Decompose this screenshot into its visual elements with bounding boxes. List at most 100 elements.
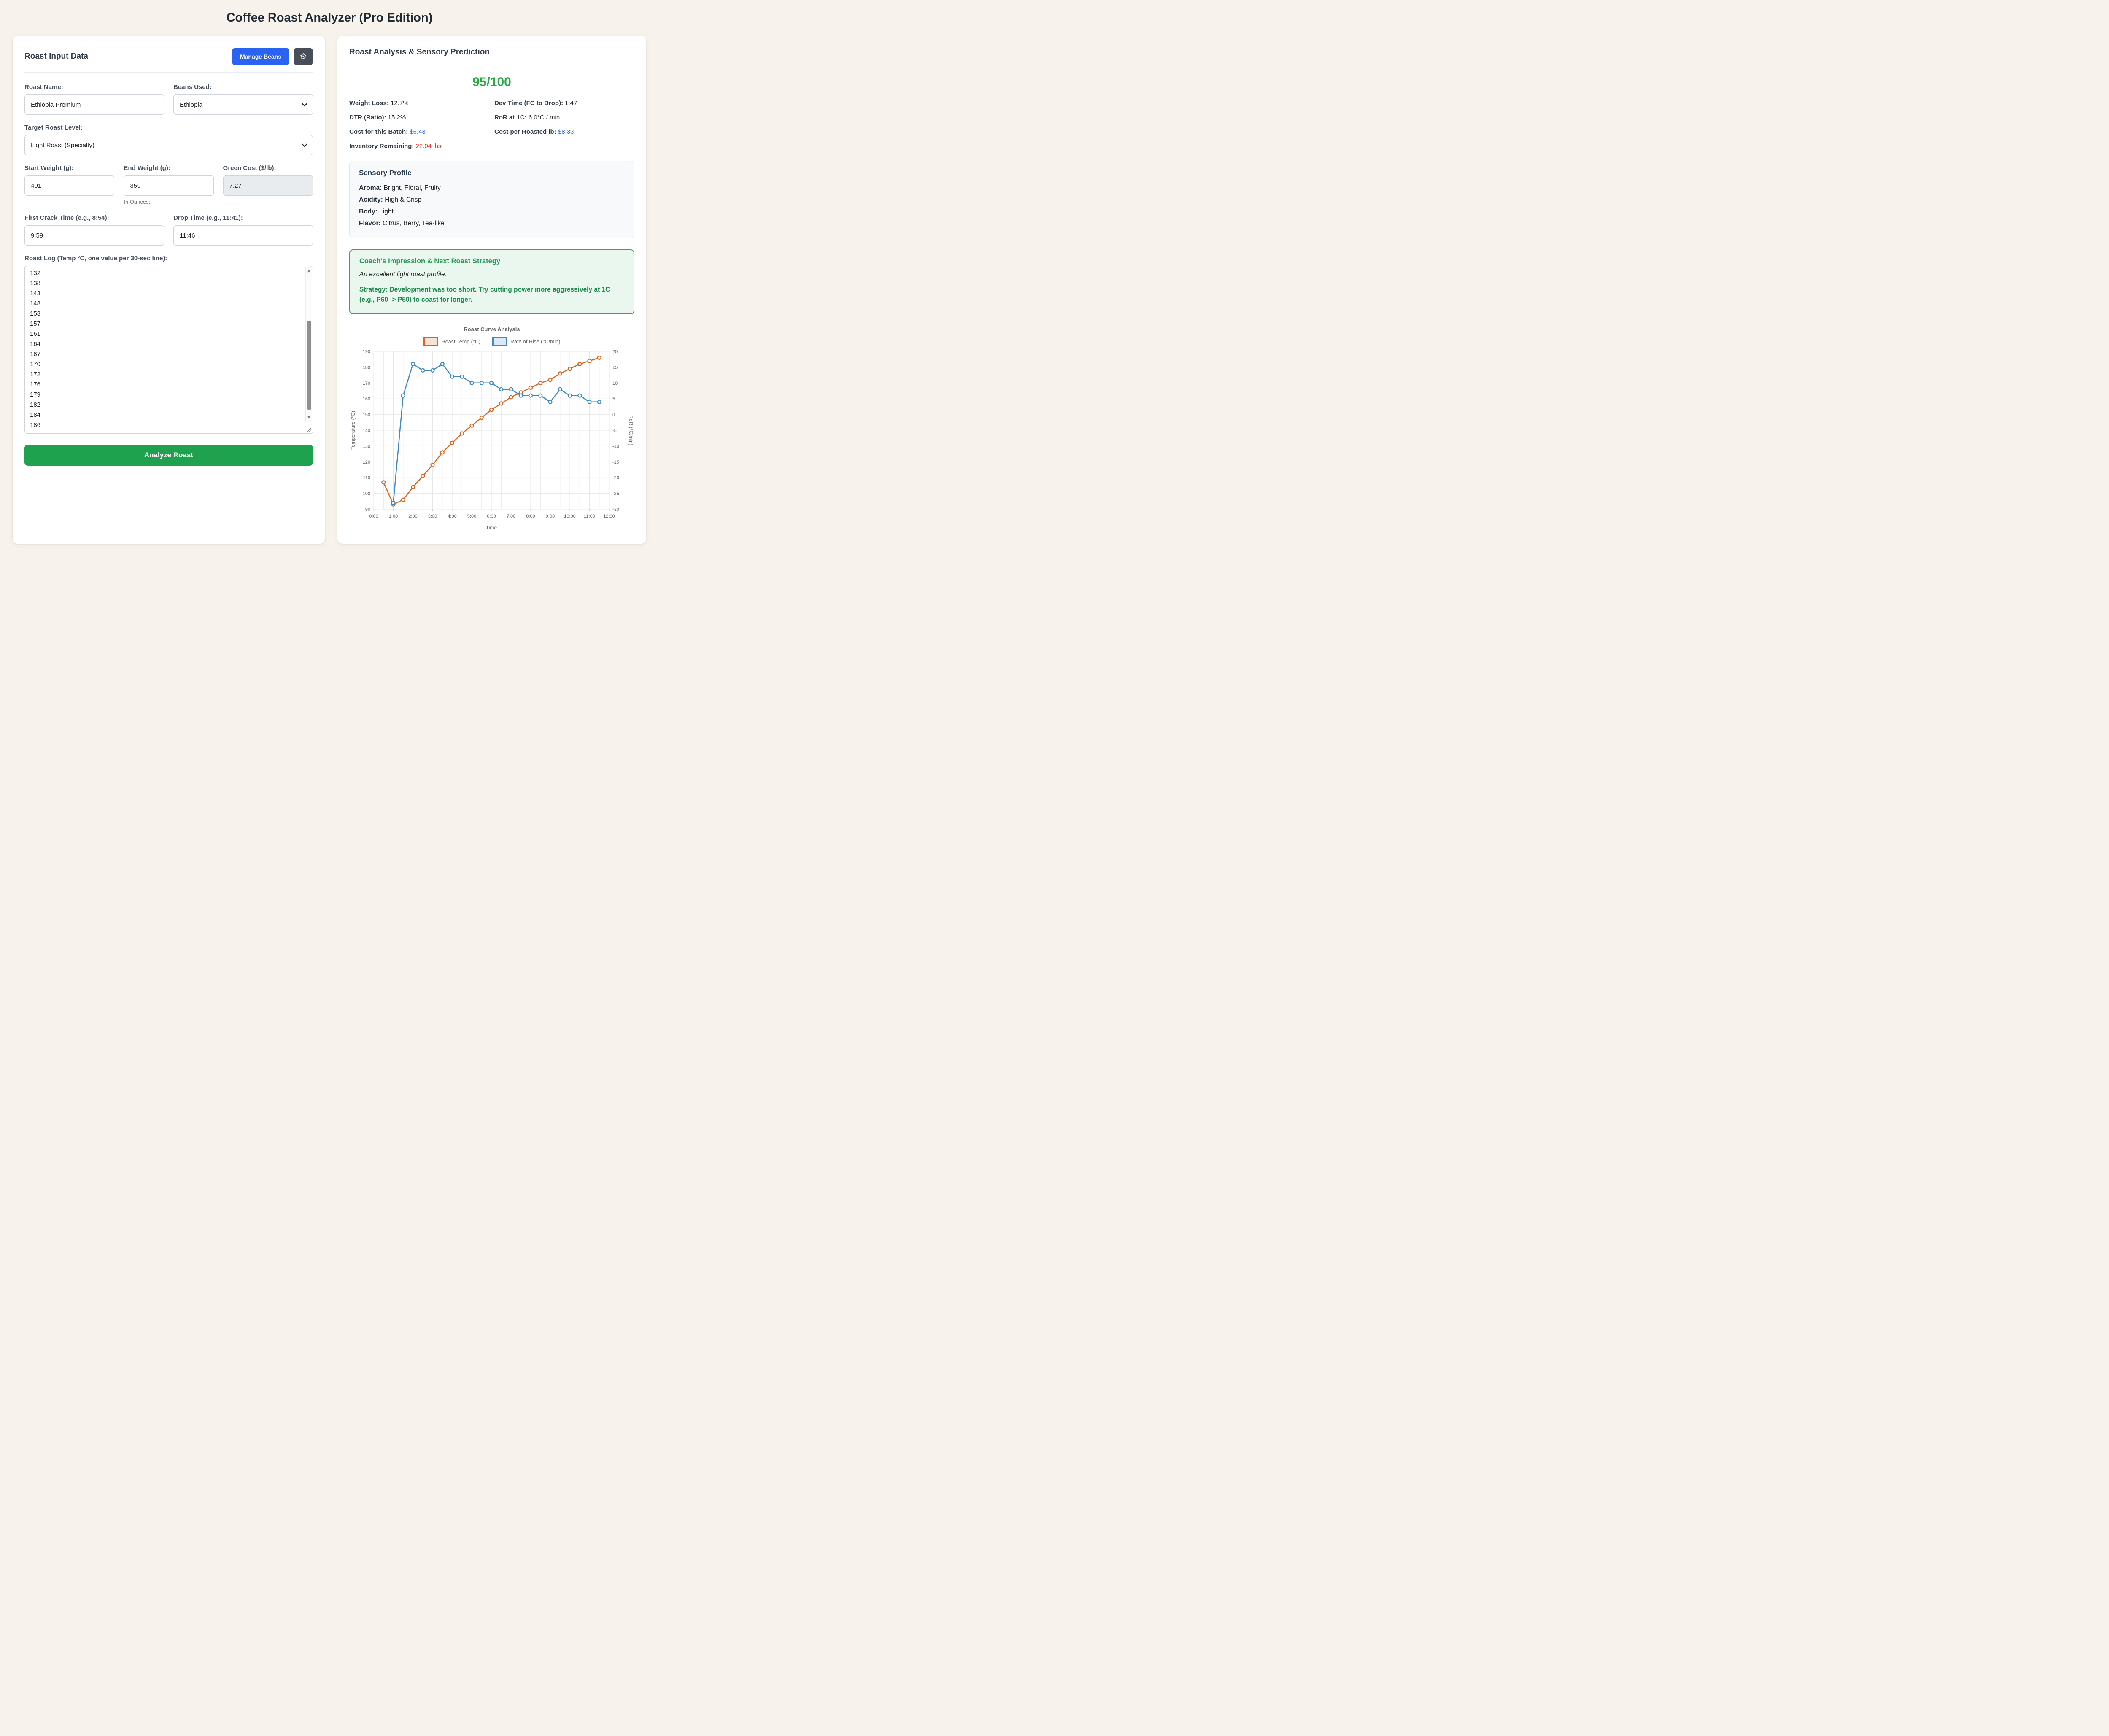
end-weight-field-group: End Weight (g): In Ounces: - <box>124 165 214 205</box>
svg-text:170: 170 <box>363 381 370 386</box>
drop-time-field-group: Drop Time (e.g., 11:41): <box>173 214 313 246</box>
roast-name-field-group: Roast Name: <box>24 84 164 115</box>
start-weight-label: Start Weight (g): <box>24 165 74 172</box>
stat-ror-1c: RoR at 1C: 6.0°C / min <box>494 114 560 121</box>
start-weight-field-group: Start Weight (g): <box>24 165 115 205</box>
header-buttons: Manage Beans ⚙ <box>232 48 313 65</box>
svg-text:15: 15 <box>612 365 618 370</box>
first-crack-input[interactable] <box>24 225 164 246</box>
svg-text:6:00: 6:00 <box>487 514 496 519</box>
first-crack-label: First Crack Time (e.g., 8:54): <box>24 214 109 221</box>
svg-text:-15: -15 <box>612 459 619 464</box>
svg-text:0: 0 <box>612 412 615 417</box>
page-title: Coffee Roast Analyzer (Pro Edition) <box>226 11 433 24</box>
main-layout: Roast Input Data Manage Beans ⚙ Roast Na… <box>0 36 659 552</box>
end-weight-input[interactable] <box>124 175 214 196</box>
roast-name-label: Roast Name: <box>24 84 63 91</box>
roast-log-field-group: Roast Log (Temp °C, one value per 30-sec… <box>24 255 313 434</box>
roast-score: 95/100 <box>472 75 511 89</box>
svg-text:-20: -20 <box>612 475 619 481</box>
stat-weight-loss: Weight Loss: 12.7% <box>349 100 409 107</box>
sensory-heading: Sensory Profile <box>359 169 412 177</box>
beans-used-field-group: Beans Used: Ethiopia <box>173 84 313 115</box>
sensory-aroma: Aroma: Bright, Floral, Fruity <box>359 184 441 192</box>
svg-text:150: 150 <box>363 412 370 417</box>
roast-log-textarea[interactable]: 132 138 143 148 153 157 161 164 167 170 … <box>24 266 313 434</box>
roast-input-card: Roast Input Data Manage Beans ⚙ Roast Na… <box>13 36 325 544</box>
scroll-up-icon[interactable]: ▲ <box>307 269 310 273</box>
target-roast-level-field-group: Target Roast Level: Light Roast (Special… <box>24 124 313 155</box>
resize-grip-icon[interactable] <box>305 426 312 433</box>
analyze-roast-button[interactable]: Analyze Roast <box>24 445 313 466</box>
beans-used-label: Beans Used: <box>173 84 212 91</box>
manage-beans-button[interactable]: Manage Beans <box>232 48 289 65</box>
green-cost-label: Green Cost ($/lb): <box>223 165 276 172</box>
roast-log-scrollbar[interactable]: ▲ ▼ <box>305 267 312 422</box>
svg-text:130: 130 <box>363 444 370 449</box>
sensory-profile-box: Sensory Profile Aroma: Bright, Floral, F… <box>349 161 634 238</box>
svg-text:140: 140 <box>363 428 370 433</box>
input-divider <box>24 72 313 73</box>
svg-text:5: 5 <box>612 397 615 402</box>
svg-text:10:00: 10:00 <box>564 514 576 519</box>
svg-text:-25: -25 <box>612 491 619 496</box>
svg-text:120: 120 <box>363 459 370 464</box>
svg-text:12:00: 12:00 <box>603 514 615 519</box>
stat-inventory: Inventory Remaining: 22.04 lbs <box>349 143 442 150</box>
coach-heading: Coach's Impression & Next Roast Strategy <box>359 257 501 265</box>
rate-of-rise-swatch <box>492 337 507 346</box>
svg-text:4:00: 4:00 <box>448 514 456 519</box>
svg-text:5:00: 5:00 <box>467 514 476 519</box>
legend-label: Rate of Rise (°C/min) <box>510 338 561 345</box>
svg-text:11:00: 11:00 <box>584 514 595 519</box>
input-card-heading: Roast Input Data <box>24 52 88 61</box>
scrollbar-thumb[interactable] <box>307 321 311 410</box>
stats-grid: Weight Loss: 12.7% Dev Time (FC to Drop)… <box>349 100 634 150</box>
svg-text:180: 180 <box>363 365 370 370</box>
svg-text:-10: -10 <box>612 444 619 449</box>
stat-dev-time: Dev Time (FC to Drop): 1:47 <box>494 100 577 107</box>
input-card-header: Roast Input Data Manage Beans ⚙ <box>24 48 313 65</box>
first-crack-field-group: First Crack Time (e.g., 8:54): <box>24 214 164 246</box>
sensory-acidity: Acidity: High & Crisp <box>359 196 422 203</box>
svg-text:110: 110 <box>363 475 370 481</box>
svg-text:2:00: 2:00 <box>408 514 417 519</box>
end-weight-label: End Weight (g): <box>124 165 170 172</box>
roast-curve-svg: 0:00 1:00 2:00 3:00 4:00 5:00 6:00 7:00 8:00 9:00… <box>350 349 634 531</box>
roast-log-input[interactable]: 132 138 143 148 153 157 161 164 167 170 … <box>30 270 41 429</box>
roast-name-input[interactable] <box>24 94 164 115</box>
target-roast-level-label: Target Roast Level: <box>24 124 83 131</box>
stat-batch-cost: Cost for this Batch: $6.43 <box>349 128 426 135</box>
drop-time-input[interactable] <box>173 225 313 246</box>
legend-item-roast-temp[interactable]: Roast Temp (°C) <box>423 337 480 346</box>
roast-log-label: Roast Log (Temp °C, one value per 30-sec… <box>24 255 167 262</box>
stat-cost-per-lb: Cost per Roasted lb: $8.33 <box>494 128 574 135</box>
svg-text:90: 90 <box>365 507 370 512</box>
beans-used-select[interactable]: Ethiopia <box>173 94 313 115</box>
drop-time-label: Drop Time (e.g., 11:41): <box>173 214 243 221</box>
scroll-down-icon[interactable]: ▼ <box>307 416 310 420</box>
svg-text:8:00: 8:00 <box>526 514 535 519</box>
target-roast-level-select[interactable]: Light Roast (Specialty) <box>24 135 313 155</box>
ounces-note: In Ounces: - <box>124 199 154 205</box>
green-cost-input <box>223 175 313 196</box>
stat-dtr: DTR (Ratio): 15.2% <box>349 114 406 121</box>
legend-item-rate-of-rise[interactable]: Rate of Rise (°C/min) <box>492 337 560 346</box>
svg-text:RoR (°C/min): RoR (°C/min) <box>628 415 634 445</box>
coach-impression-text: An excellent light roast profile. <box>359 270 447 278</box>
start-weight-input[interactable] <box>24 175 115 196</box>
svg-text:0:00: 0:00 <box>369 514 378 519</box>
green-cost-field-group: Green Cost ($/lb): <box>223 165 313 205</box>
svg-text:1:00: 1:00 <box>389 514 398 519</box>
svg-text:100: 100 <box>363 491 370 496</box>
settings-button[interactable]: ⚙ <box>294 48 313 65</box>
roast-curve-chart: Roast Curve Analysis Roast Temp (°C) Rat… <box>349 326 634 532</box>
svg-text:-30: -30 <box>612 507 619 512</box>
sensory-flavor: Flavor: Citrus, Berry, Tea-like <box>359 219 445 227</box>
svg-text:160: 160 <box>363 397 370 402</box>
svg-text:10: 10 <box>612 381 618 386</box>
gear-icon: ⚙ <box>299 51 307 61</box>
analysis-card-heading: Roast Analysis & Sensory Prediction <box>349 48 490 57</box>
svg-text:-5: -5 <box>612 428 617 433</box>
chart-legend: Roast Temp (°C) Rate of Rise (°C/min) <box>349 337 634 346</box>
